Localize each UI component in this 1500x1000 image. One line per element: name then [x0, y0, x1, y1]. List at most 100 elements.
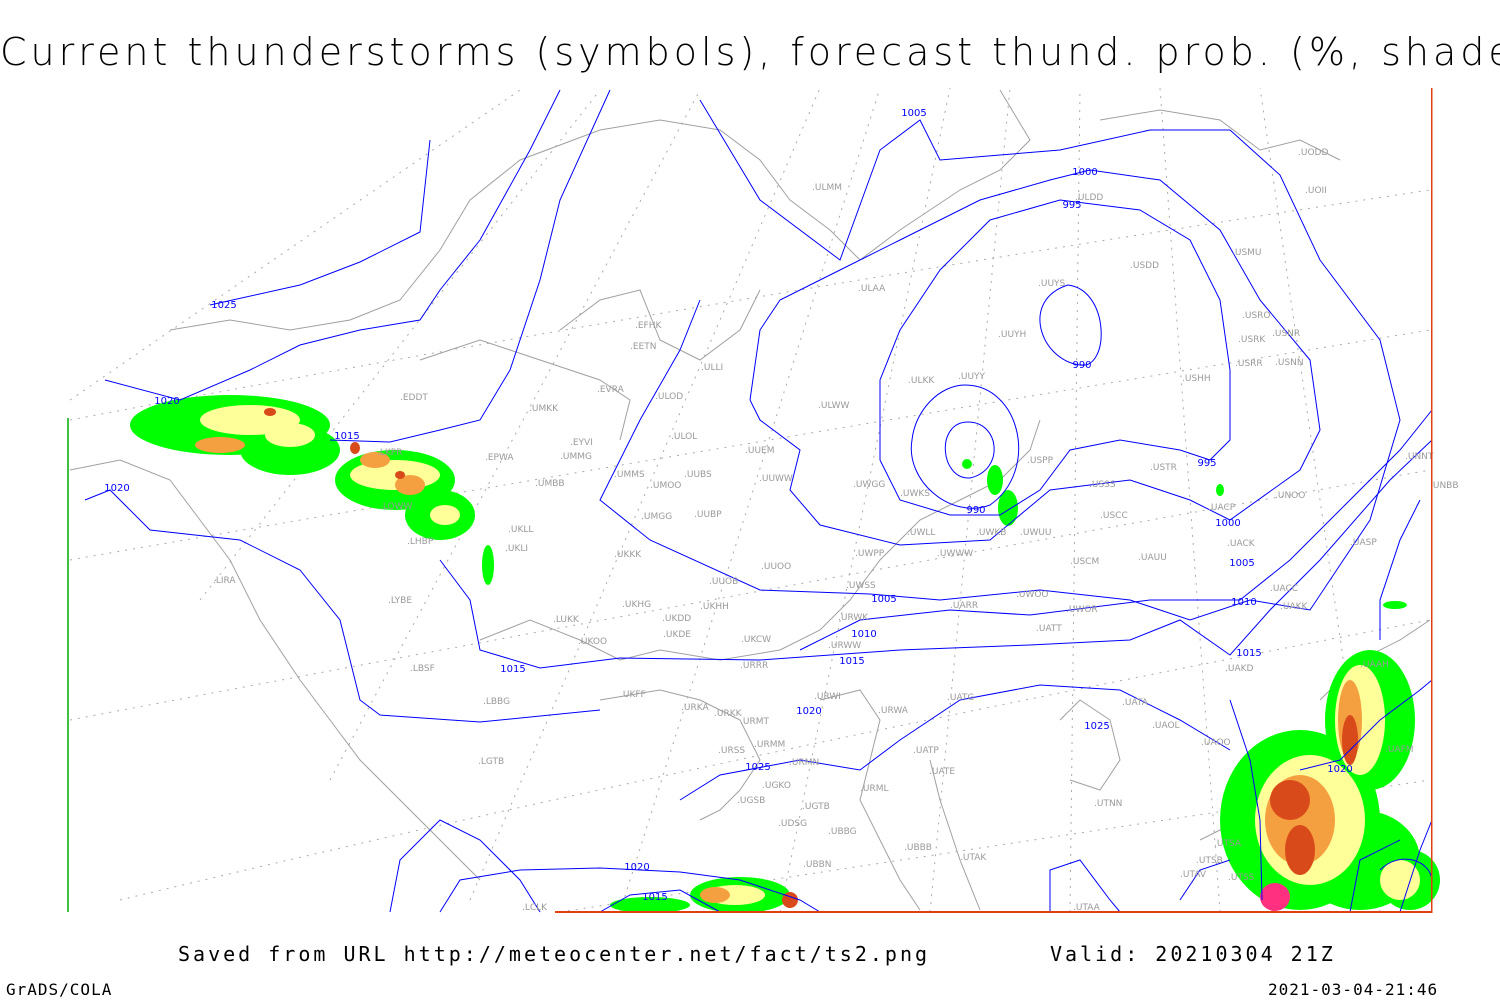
station-label: .UWLL [907, 528, 935, 538]
isobar-label: 1000 [1072, 167, 1097, 178]
isobar-label: 1015 [642, 892, 667, 903]
probability-area [265, 423, 315, 447]
station-label: .UTSB [1196, 856, 1223, 866]
station-label: .UMGG [641, 512, 672, 522]
probability-area [430, 505, 460, 525]
probability-area [1216, 484, 1224, 496]
station-label: .UTSA [1214, 839, 1242, 849]
station-label: .USPP [1027, 456, 1054, 466]
station-label: .UKDD [662, 614, 691, 624]
isobar-label: 1020 [796, 706, 821, 717]
station-label: .UKLI [505, 544, 528, 554]
station-label: .UKHH [700, 602, 729, 612]
station-label: .UTAA [1073, 903, 1101, 913]
station-label: .UBBB [904, 843, 932, 853]
coastline [69, 459, 481, 881]
isobar-label: 990 [1072, 360, 1091, 371]
isobar [84, 489, 601, 723]
station-label: .UNBB [1430, 481, 1459, 491]
station-label: .UWOR [1066, 605, 1098, 615]
isobar-label: 1020 [154, 396, 179, 407]
station-label: .UAKK [1280, 602, 1309, 612]
isobar-label: 1015 [334, 431, 359, 442]
station-label: .UATP [913, 746, 939, 756]
grid-line [329, 89, 701, 781]
station-label: .URMM [754, 740, 785, 750]
valid-time: Valid: 20210304 21Z [1050, 942, 1336, 966]
station-label: .UBBN [803, 860, 832, 870]
station-label: .LUKK [553, 615, 580, 625]
thunderstorm-probability-shading [130, 395, 1440, 913]
grid-line [929, 87, 1011, 913]
station-label: .ULWW [818, 401, 850, 411]
station-label: .UUBP [694, 510, 722, 520]
station-label: .UOII [1305, 186, 1327, 196]
station-label: .UGSB [737, 796, 765, 806]
station-label: .UUYY [958, 372, 986, 382]
station-label: .USSS [1089, 480, 1116, 490]
station-label: .URRR [740, 661, 768, 671]
station-label: .EETN [630, 342, 656, 352]
isobar [389, 819, 541, 913]
station-label: .UMMS [614, 470, 645, 480]
isobar [879, 199, 1231, 516]
station-label: .UMKK [529, 404, 559, 414]
station-label: .UKDE [663, 630, 691, 640]
station-label: .UTAV [1180, 870, 1207, 880]
grid-line [69, 329, 1431, 561]
isobar [209, 139, 431, 306]
station-label: .UTAK [960, 853, 987, 863]
station-label: .UMMG [560, 452, 592, 462]
station-label: .LCLK [522, 903, 548, 913]
software-credit: GrADS/COLA [6, 980, 113, 999]
station-label: .EPWA [485, 453, 514, 463]
station-label: .USNN [1275, 358, 1304, 368]
isobar-label: 995 [1197, 458, 1216, 469]
coastlines [69, 89, 1431, 911]
station-label: .UODD [1298, 148, 1328, 158]
isobar [104, 89, 561, 401]
station-label: .UWOO [1016, 590, 1049, 600]
isobar [749, 169, 1321, 546]
coastline [1059, 699, 1121, 791]
isobar [910, 384, 1020, 509]
probability-area [700, 887, 730, 903]
station-label: .EVRA [597, 385, 625, 395]
station-label: .USRR [1235, 359, 1263, 369]
coastline [929, 759, 981, 911]
station-label: .UKHG [622, 600, 651, 610]
station-label: .UAAH [1360, 660, 1389, 670]
lat-lon-grid [69, 87, 1431, 913]
generated-timestamp: 2021-03-04-21:46 [1268, 980, 1439, 999]
isobar-label: 1010 [1231, 597, 1256, 608]
station-label: .UDSG [778, 819, 807, 829]
isobar [1379, 499, 1421, 640]
isobar-label: 1025 [211, 300, 236, 311]
station-label: .UUEM [745, 446, 775, 456]
station-label: .ULLI [701, 363, 723, 373]
station-label: .UUYS [1038, 279, 1066, 289]
isobar-label: 1005 [901, 108, 926, 119]
isobar [1049, 859, 1121, 913]
station-label: .USCM [1070, 557, 1099, 567]
map-title: Current thunderstorms (symbols), forecas… [0, 30, 1500, 74]
station-label: .UBBG [828, 827, 857, 837]
station-label: .USHH [1182, 374, 1211, 384]
station-label: .LGTB [478, 757, 504, 767]
isobar [599, 889, 721, 913]
isobar [439, 439, 1433, 669]
station-label: .USCC [1100, 511, 1128, 521]
coastline [599, 689, 761, 821]
station-label: .UMBB [535, 479, 565, 489]
station-label: .UKLL [508, 525, 533, 535]
station-label: .UWGG [853, 480, 885, 490]
station-label: .LYBE [388, 596, 412, 606]
isobar [1039, 284, 1102, 366]
probability-area [782, 892, 798, 908]
isobar [1299, 679, 1433, 771]
probability-area [1260, 883, 1290, 911]
station-label: .ULDD [1075, 193, 1103, 203]
station-label: .USTR [1150, 463, 1177, 473]
station-label: .URMT [740, 717, 769, 727]
station-label: .UNNT [1405, 452, 1434, 462]
